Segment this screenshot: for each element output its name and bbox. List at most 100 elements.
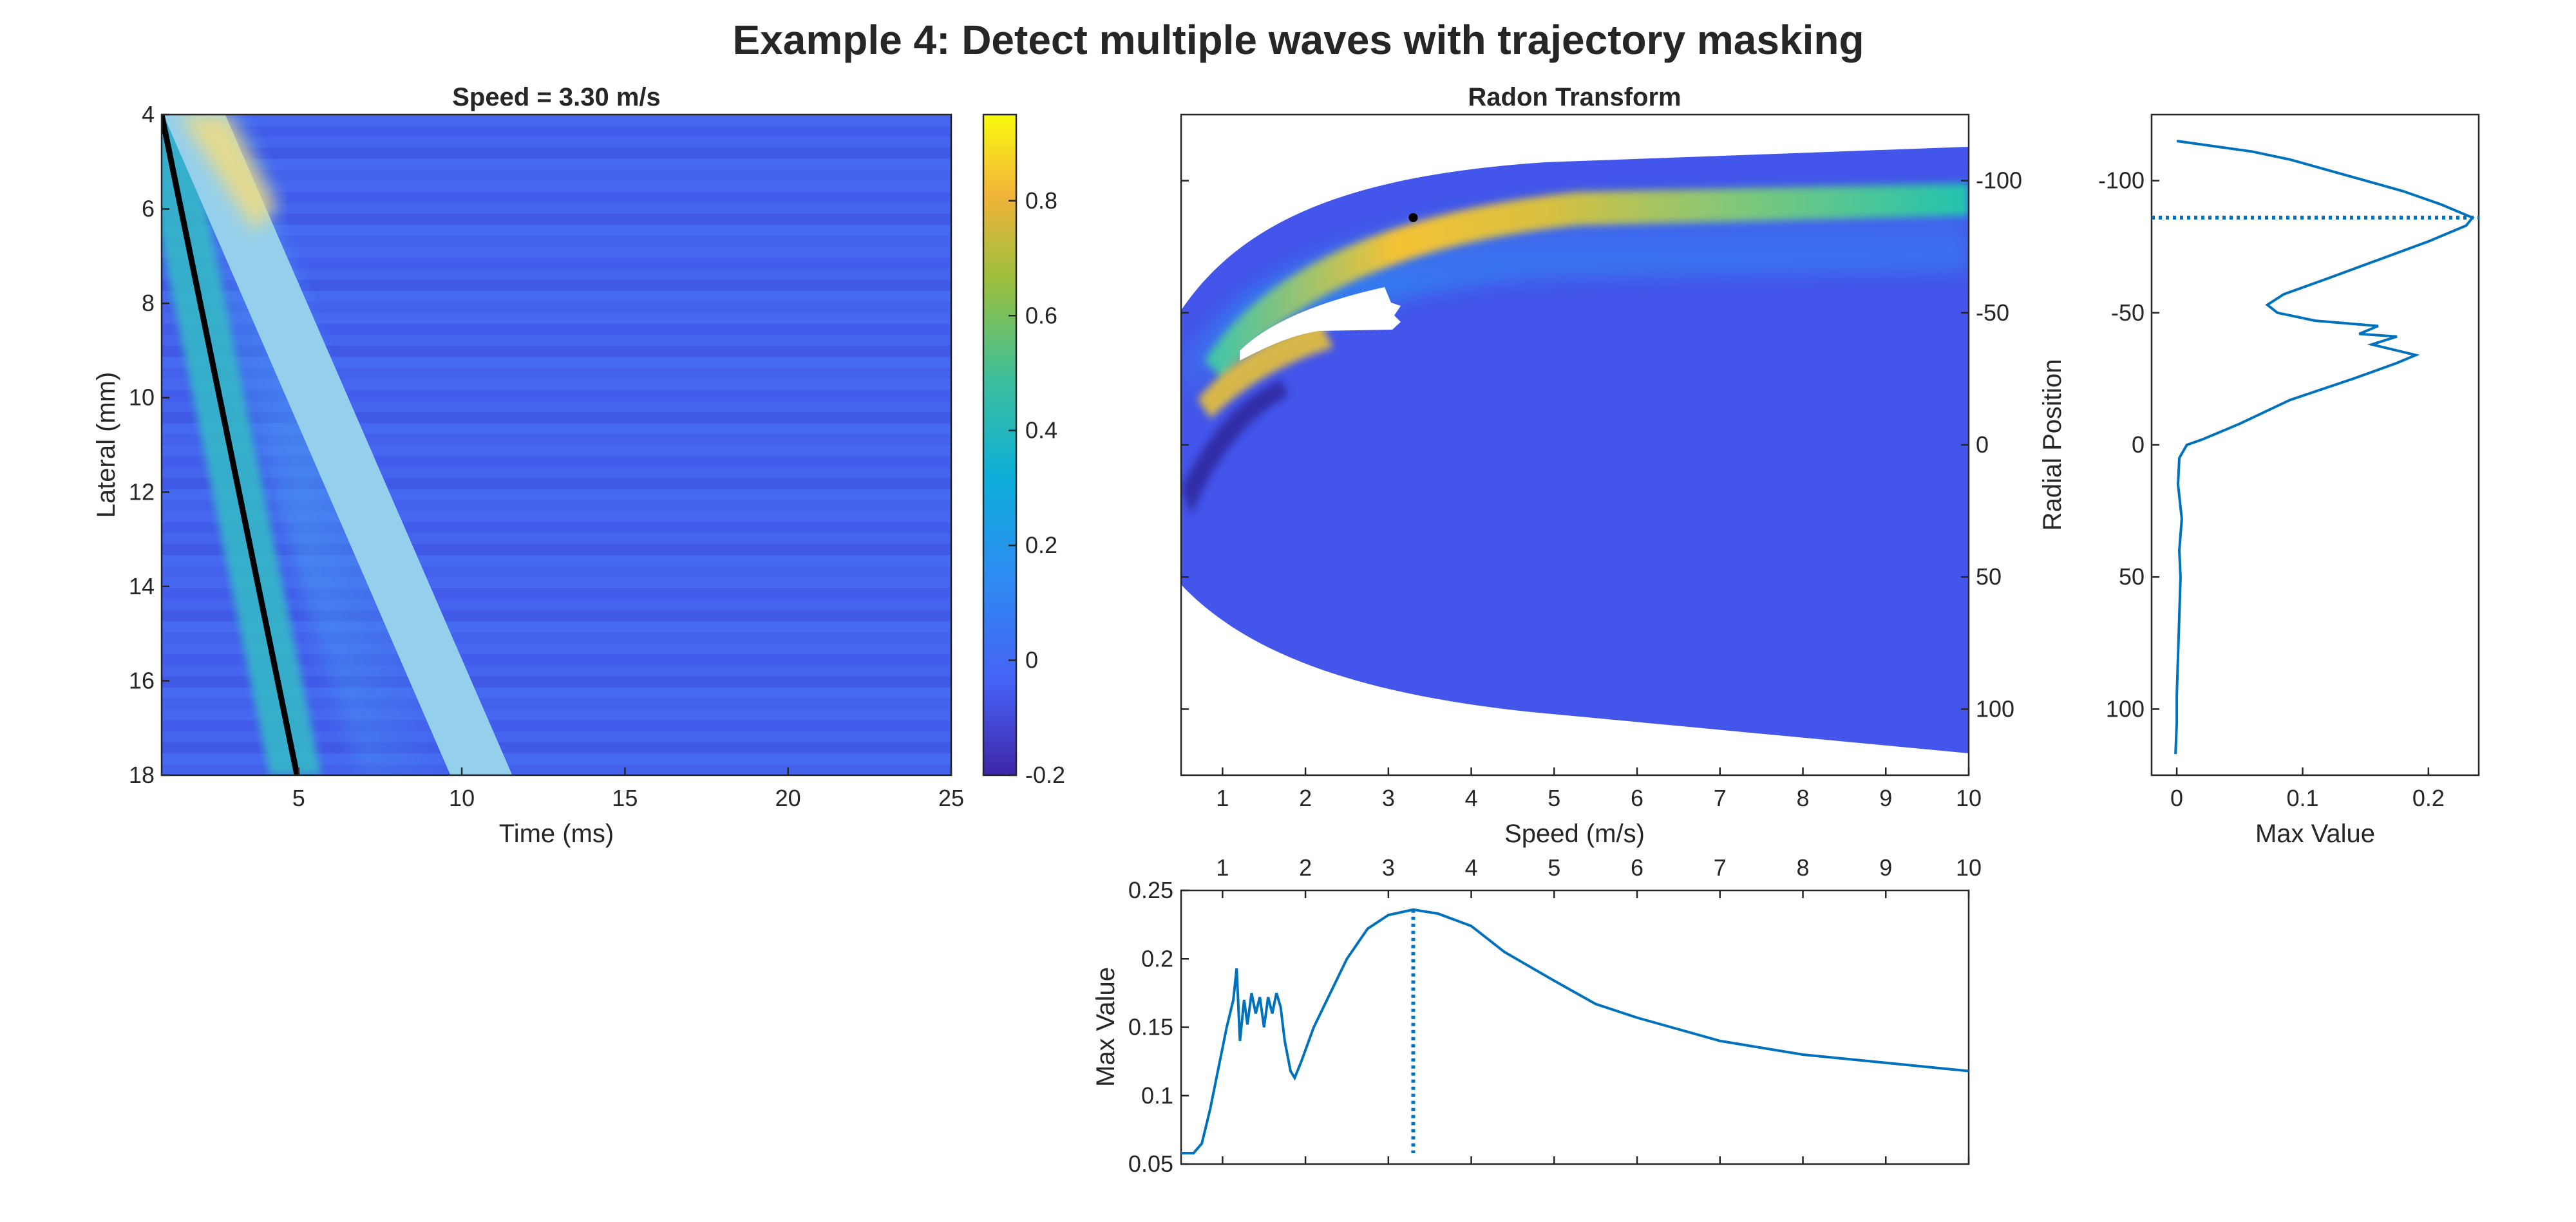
colorbar-ticks: -0.2 0 0.2 0.4 0.6 0.8 [1009, 187, 1065, 788]
speed-profile-x-ticks: 1 2 3 4 5 6 7 8 9 10 [1216, 854, 1982, 1164]
heatmap-row [162, 202, 951, 214]
heatmap-row [162, 213, 951, 225]
radon-peak-marker [1408, 213, 1418, 223]
heatmap-row [162, 136, 951, 149]
radon-x-tick-label: 7 [1714, 785, 1727, 811]
heatmap-x-ticks: 5 10 15 20 25 [292, 767, 964, 811]
heatmap-row [162, 290, 951, 303]
heatmap-row [162, 346, 951, 358]
radon-title: Radon Transform [1468, 83, 1681, 111]
radon-x-tick-label: 10 [1956, 785, 1982, 811]
colorbar-tick-label: 0.6 [1025, 302, 1057, 328]
profile-line [2174, 140, 2475, 755]
colorbar-gradient [983, 115, 1016, 775]
radon-x-tick-label: 6 [1631, 785, 1643, 811]
colorbar: -0.2 0 0.2 0.4 0.6 0.8 [982, 113, 1065, 788]
radon-y-tick-label: 100 [1976, 695, 2014, 722]
heatmap-row [162, 115, 951, 127]
radon-x-tick-label: 1 [1216, 785, 1229, 811]
figure-title: Example 4: Detect multiple waves with tr… [732, 17, 1864, 63]
radon-y-label: Radial Position [2038, 359, 2067, 531]
heatmap-row [162, 522, 951, 534]
heatmap-row [162, 268, 951, 281]
speed-profile-y-label: Max Value [1092, 967, 1120, 1087]
speed-profile-panel: Max Value 1 2 3 4 5 6 7 8 9 10 0.05 0.1 0.15 0.2 0.25 [1092, 854, 1982, 1177]
radon-x-label: Speed (m/s) [1504, 820, 1645, 848]
profile-y-tick-label: 100 [2106, 695, 2145, 722]
speed-profile-x-tick-label: 4 [1465, 854, 1478, 881]
heatmap-row [162, 379, 951, 391]
heatmap-y-tick-label: 14 [129, 573, 155, 599]
heatmap-title: Speed = 3.30 m/s [452, 83, 661, 111]
heatmap-row [162, 258, 951, 270]
speed-profile-y-ticks: 0.05 0.1 0.15 0.2 0.25 [1128, 877, 1189, 1177]
heatmap-row [162, 126, 951, 138]
heatmap-row [162, 180, 951, 193]
colorbar-tick-label: -0.2 [1025, 762, 1065, 788]
profile-x-tick-label: 0.1 [2286, 785, 2318, 811]
heatmap-x-tick-label: 10 [449, 785, 475, 811]
speed-profile-x-tick-label: 1 [1216, 854, 1229, 881]
profile-y-tick-label: 50 [2119, 563, 2145, 590]
heatmap-row [162, 357, 951, 369]
speed-profile-x-tick-label: 3 [1382, 854, 1395, 881]
radon-peak-band [1204, 183, 1969, 380]
trajectory-line [162, 115, 300, 775]
radon-x-tick-label: 3 [1382, 785, 1395, 811]
radon-x-tick-label: 2 [1299, 785, 1312, 811]
heatmap-row [162, 390, 951, 402]
heatmap-x-tick-label: 20 [775, 785, 801, 811]
radon-y-ticks: -100 -50 0 50 100 [1181, 167, 2022, 722]
heatmap-row [162, 323, 951, 335]
heatmap-row [162, 279, 951, 292]
heatmap-row [162, 147, 951, 160]
radon-y-tick-label: 50 [1976, 563, 2002, 590]
colorbar-tick-label: 0 [1025, 647, 1038, 673]
profile-y-tick-label: 0 [2132, 431, 2145, 458]
profile-x-ticks: 0 0.1 0.2 [2170, 767, 2445, 811]
heatmap-row [162, 301, 951, 314]
radon-x-tick-label: 4 [1465, 785, 1478, 811]
heatmap-x-label: Time (ms) [499, 820, 614, 848]
speed-profile-x-tick-label: 2 [1299, 854, 1312, 881]
radon-x-ticks: 1 2 3 4 5 6 7 8 9 10 [1216, 767, 1982, 811]
heatmap-x-tick-label: 5 [292, 785, 305, 811]
heatmap-row [162, 400, 951, 413]
heatmap-row [162, 555, 951, 567]
radon-x-tick-label: 5 [1548, 785, 1560, 811]
profile-plot [2152, 140, 2479, 755]
heatmap-masked-band [163, 115, 513, 775]
speed-profile-line [1181, 908, 1969, 1154]
profile-panel: Max Value 0 0.1 0.2 -100 -50 0 50 100 [2098, 113, 2480, 848]
heatmap-row [162, 169, 951, 182]
heatmap-row [162, 532, 951, 545]
heatmap-y-label: Lateral (mm) [92, 372, 120, 518]
heatmap-row [162, 236, 951, 248]
profile-y-tick-label: -100 [2098, 167, 2145, 194]
heatmap-y-tick-label: 8 [142, 290, 155, 316]
radon-x-tick-label: 9 [1879, 785, 1892, 811]
speed-profile-x-tick-label: 7 [1714, 854, 1727, 881]
heatmap-peak-highlight [179, 115, 277, 232]
heatmap-wave-glow [162, 115, 451, 775]
profile-y-ticks: -100 -50 0 50 100 [2098, 167, 2159, 722]
colorbar-tick-label: 0.8 [1025, 187, 1057, 214]
radon-image [1181, 147, 1969, 753]
radon-mask-hole [1240, 287, 1401, 361]
speed-profile-x-tick-label: 10 [1956, 854, 1982, 881]
radon-y-tick-label: 0 [1976, 431, 1989, 458]
heatmap-wave-band [162, 115, 321, 775]
heatmap-row [162, 368, 951, 380]
heatmap-y-ticks: 4 6 8 10 12 14 16 18 [129, 101, 169, 788]
speed-profile-x-tick-label: 8 [1797, 854, 1810, 881]
speed-profile-x-tick-label: 6 [1631, 854, 1643, 881]
speed-profile-x-tick-label: 9 [1879, 854, 1892, 881]
profile-y-tick-label: -50 [2111, 299, 2145, 326]
heatmap-row [162, 411, 951, 424]
profile-x-tick-label: 0.2 [2412, 785, 2445, 811]
heatmap-y-tick-label: 16 [129, 667, 155, 693]
speed-profile-y-tick-label: 0.15 [1128, 1014, 1173, 1040]
heatmap-row [162, 543, 951, 556]
heatmap-y-tick-label: 6 [142, 196, 155, 222]
